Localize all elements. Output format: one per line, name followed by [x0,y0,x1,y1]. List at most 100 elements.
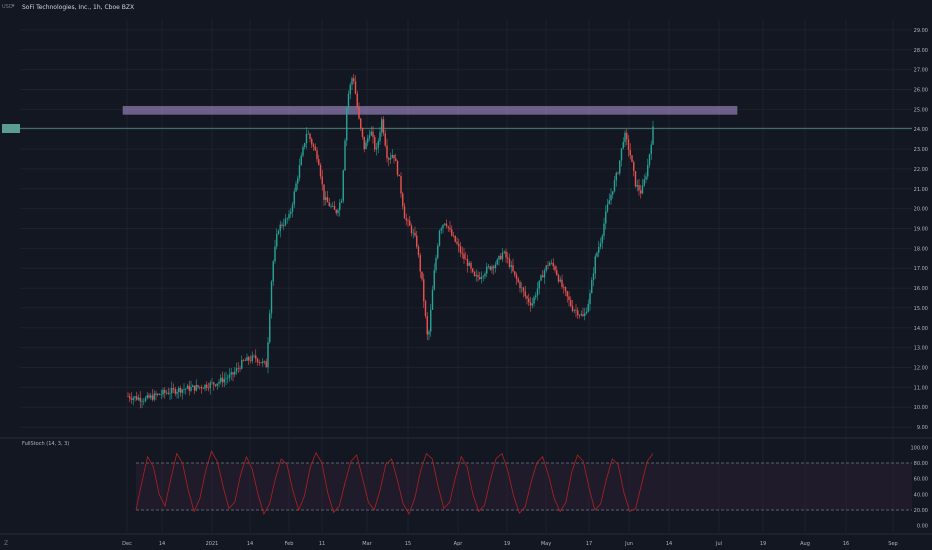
candle-body [612,191,613,194]
candle-body [159,394,160,395]
candle-body [607,204,608,211]
candle-body [150,396,151,398]
candle-body [201,387,202,388]
candle-body [234,372,235,375]
candle-body [581,314,582,315]
candle-body [600,243,601,247]
candle-body [217,384,218,386]
x-tick-label: 14 [247,541,253,547]
x-tick-label: Mar [362,541,372,547]
candle-body [334,206,335,210]
candle-body [350,85,351,94]
candle-body [488,266,489,267]
candle-body [203,388,204,389]
price-candles [127,74,653,408]
candle-body [649,154,650,165]
candle-body [610,195,611,201]
candle-body [322,176,323,184]
candle-body [311,139,312,144]
candle-body [497,260,498,265]
x-tick-label: 19 [760,541,766,547]
candle-body [560,280,561,282]
candle-body [294,191,295,204]
candle-body [425,301,426,316]
candle-body [409,221,410,226]
timezone-icon[interactable]: Z [4,540,8,547]
candle-body [374,137,375,149]
candle-body [360,119,361,128]
candle-body [336,210,337,213]
candle-body [616,173,617,180]
candle-body [222,378,223,383]
candle-body [574,310,575,311]
stoch-y-tick-label: 60.00 [914,477,928,483]
stoch-y-axis[interactable]: 0.00 20.00 40.00 60.00 80.00 100.00 [911,445,929,529]
candle-body [145,398,146,401]
x-tick-label: 14 [666,541,672,547]
candle-body [441,228,442,230]
candle-body [385,134,386,146]
candle-body [239,368,240,369]
candle-body [267,342,268,367]
candle-body [414,233,415,236]
y-tick-label: 17.00 [914,266,928,272]
candle-body [161,394,162,395]
candle-body [395,158,396,161]
candle-body [346,108,347,140]
x-tick-label: Aug [800,541,810,547]
candle-body [259,362,260,363]
candle-body [446,224,447,227]
candle-body [196,385,197,390]
candle-body [252,356,253,361]
candle-body [500,256,501,259]
x-tick-label: 11 [319,541,325,547]
price-y-axis[interactable]: 9.00 10.00 11.00 12.00 13.00 14.00 15.00 16.00 1… [914,28,928,431]
candle-body [330,206,331,207]
candle-body [162,390,163,394]
candle-body [554,266,555,270]
candle-body [637,185,638,186]
candle-body [507,257,508,258]
candle-body [404,206,405,218]
candle-body [243,360,244,361]
candle-body [521,288,522,289]
y-tick-label: 25.00 [914,107,928,113]
x-tick-label: 16 [843,541,849,547]
candle-body [341,201,342,203]
candle-body [224,379,225,382]
candle-body [147,395,148,398]
indicator-label[interactable]: FullStoch (14, 3, 3) [22,441,69,447]
candle-body [194,386,195,391]
candle-body [253,356,254,357]
candle-body [596,253,597,257]
x-tick-label: 2021 [206,541,219,547]
candle-body [189,386,190,391]
stoch-y-tick-label: 80.00 [914,461,928,467]
candle-body [320,165,321,176]
candle-body [467,259,468,266]
candle-body [358,107,359,118]
candle-body [381,119,382,132]
candle-body [588,304,589,312]
candle-body [316,150,317,159]
candle-body [140,398,141,402]
candle-body [435,258,436,270]
candle-body [397,161,398,175]
candle-body [638,185,639,190]
candle-body [393,155,394,158]
candle-body [313,144,314,146]
time-x-axis[interactable]: Dec 14 2021 14 Feb 11 Mar 15 Apr 19 May 17 Jun 14 Jul 1… [122,541,898,547]
candle-body [215,385,216,386]
x-tick-label: Jun [624,541,633,547]
candle-body [185,389,186,390]
candle-body [269,313,270,342]
candle-body [490,266,491,269]
x-tick-label: Jul [715,541,722,547]
candle-body [402,193,403,206]
candle-body [182,389,183,392]
currency-caret-icon[interactable]: ▾ [12,3,15,9]
candle-body [586,312,587,314]
candle-body [544,270,545,277]
candle-body [442,225,443,229]
